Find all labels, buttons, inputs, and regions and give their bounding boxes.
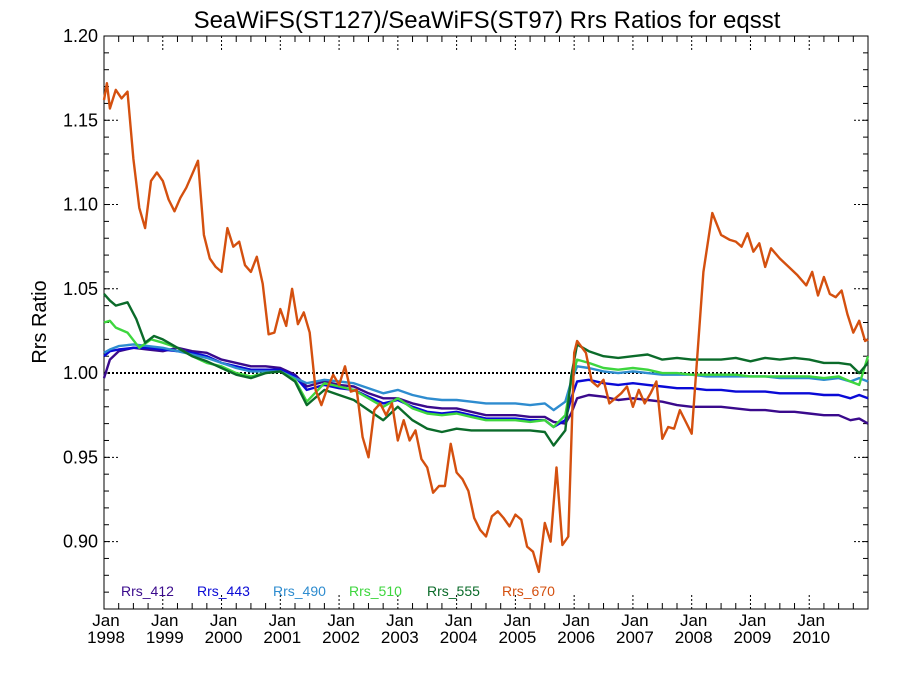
x-tick-year-10: 2008 (675, 628, 713, 647)
x-tick-year-6: 2004 (440, 628, 478, 647)
y-tick-label-4: 1.10 (63, 195, 98, 215)
x-tick-month-2: Jan (210, 611, 237, 630)
x-tick-month-8: Jan (562, 611, 589, 630)
legend-item-rrs-443: Rrs_443 (197, 583, 250, 599)
legend-item-rrs-510: Rrs_510 (349, 583, 402, 599)
legend-item-rrs-412: Rrs_412 (121, 583, 174, 599)
y-tick-label-0: 0.90 (63, 532, 98, 552)
y-axis-label: Rrs Ratio (29, 280, 51, 363)
series-line-rrs-670 (102, 82, 869, 574)
x-tick-year-1: 1999 (146, 628, 184, 647)
y-tick-label-6: 1.20 (63, 26, 98, 46)
legend-item-rrs-670: Rrs_670 (502, 583, 555, 599)
x-tick-year-12: 2010 (792, 628, 830, 647)
x-tick-month-6: Jan (445, 611, 472, 630)
x-tick-year-8: 2006 (557, 628, 595, 647)
x-tick-month-1: Jan (151, 611, 178, 630)
x-tick-month-10: Jan (680, 611, 707, 630)
x-tick-year-7: 2005 (498, 628, 536, 647)
y-tick-label-3: 1.05 (63, 279, 98, 299)
series-line-rrs-412 (102, 346, 869, 425)
x-tick-month-9: Jan (621, 611, 648, 630)
x-tick-month-11: Jan (739, 611, 766, 630)
x-tick-year-5: 2003 (381, 628, 419, 647)
plot-frame (103, 35, 869, 610)
x-tick-year-2: 2000 (205, 628, 243, 647)
plot-area: 0.900.951.001.051.101.151.20Jan1998Jan19… (63, 26, 870, 647)
x-tick-month-7: Jan (504, 611, 531, 630)
x-tick-month-5: Jan (386, 611, 413, 630)
chart-title: SeaWiFS(ST127)/SeaWiFS(ST97) Rrs Ratios … (194, 7, 781, 34)
x-tick-year-11: 2009 (734, 628, 772, 647)
x-tick-year-4: 2002 (322, 628, 360, 647)
x-tick-year-3: 2001 (263, 628, 301, 647)
legend-item-rrs-555: Rrs_555 (427, 583, 480, 599)
legend-item-rrs-490: Rrs_490 (273, 583, 326, 599)
x-tick-year-9: 2007 (616, 628, 654, 647)
y-tick-label-1: 0.95 (63, 447, 98, 467)
x-tick-year-0: 1998 (87, 628, 125, 647)
x-tick-month-12: Jan (798, 611, 825, 630)
y-tick-label-2: 1.00 (63, 363, 98, 383)
series-line-rrs-555 (103, 293, 869, 447)
y-tick-label-5: 1.15 (63, 110, 98, 130)
x-tick-month-3: Jan (269, 611, 296, 630)
x-tick-month-4: Jan (327, 611, 354, 630)
x-tick-month-0: Jan (92, 611, 119, 630)
